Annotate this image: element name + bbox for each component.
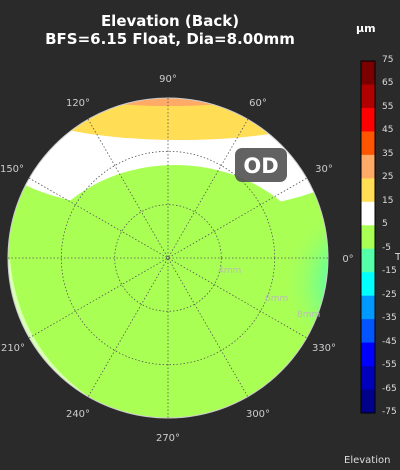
colorbar-tick-label: -25	[382, 289, 397, 300]
spoke-30	[28, 177, 308, 339]
angle-label-120: 120°	[66, 98, 90, 109]
colorbar-tick-label: 65	[382, 78, 394, 89]
angle-labels: 90° 60° 30° 0° 330° 300° 270° 240° 210° …	[0, 74, 354, 444]
colorbar-segment	[361, 295, 375, 320]
footer-label: Elevation	[344, 455, 391, 466]
colorbar-segment	[361, 366, 375, 391]
map-title-line2: BFS=6.15 Float, Dia=8.00mm	[45, 30, 295, 48]
colorbar-segment	[361, 131, 375, 156]
colorbar-tick-label: 15	[382, 195, 394, 206]
ring-label-8mm: 8mm	[297, 310, 320, 320]
eye-badge: OD	[235, 148, 287, 182]
colorbar-segment	[361, 225, 375, 250]
elevation-disk	[8, 98, 328, 418]
colorbar-tick-label: 45	[382, 125, 394, 136]
colorbar-tick-label: -55	[382, 360, 397, 371]
angle-label-90: 90°	[159, 74, 177, 85]
ring-4mm	[114, 204, 222, 312]
angle-label-0: 0°	[342, 254, 353, 265]
spoke-60	[87, 118, 249, 398]
angle-label-210: 210°	[1, 343, 25, 354]
colorbar-tick-label: -35	[382, 313, 397, 324]
eye-badge-bg	[235, 148, 287, 182]
eye-badge-label: OD	[243, 154, 278, 178]
colorbar-tick-label: -75	[382, 407, 397, 417]
colorbar-tick-label: 5	[382, 219, 388, 230]
ring-label-4mm: 4mm	[218, 266, 241, 276]
colorbar-segment	[361, 61, 375, 85]
colorbar-segment	[361, 84, 375, 109]
colorbar-tick-label: 75	[382, 55, 394, 65]
colorbar-segment	[361, 342, 375, 367]
angle-label-270: 270°	[156, 433, 180, 444]
angle-label-150: 150°	[0, 164, 24, 175]
angle-label-330: 330°	[312, 343, 336, 354]
polar-grid	[8, 98, 328, 418]
colorbar-unit: µm	[356, 22, 376, 35]
colorbar-segment	[361, 389, 375, 414]
spoke-120	[87, 118, 249, 398]
colorbar-segment	[361, 272, 375, 297]
colorbar-segment	[361, 201, 375, 226]
colorbar-tick-label: -15	[382, 266, 397, 277]
angle-label-60: 60°	[249, 98, 267, 109]
colorbar-segment	[361, 178, 375, 203]
colorbar	[360, 60, 376, 414]
colorbar-side-letter: T	[395, 252, 400, 263]
angle-label-30: 30°	[315, 164, 333, 175]
colorbar-tick-label: 55	[382, 101, 394, 112]
angle-label-300: 300°	[246, 409, 270, 420]
colorbar-segment	[361, 107, 375, 132]
colorbar-tick-label: -65	[382, 383, 397, 394]
colorbar-segment	[361, 248, 375, 273]
colorbar-frame	[360, 60, 376, 414]
colorbar-tick-label: -45	[382, 336, 397, 347]
spoke-150	[28, 177, 308, 339]
map-title-line1: Elevation (Back)	[100, 12, 240, 30]
teal-zone	[205, 195, 328, 355]
colorbar-tick-label: 35	[382, 148, 394, 159]
colorbar-segment	[361, 319, 375, 344]
colorbar-segment	[361, 154, 375, 179]
map-title: Elevation (Back) BFS=6.15 Float, Dia=8.0…	[0, 12, 340, 48]
colorbar-tick-label: 25	[382, 172, 394, 183]
ring-label-6mm: 6mm	[265, 294, 288, 304]
angle-label-240: 240°	[66, 409, 90, 420]
colorbar-tick-label: -5	[382, 242, 391, 253]
